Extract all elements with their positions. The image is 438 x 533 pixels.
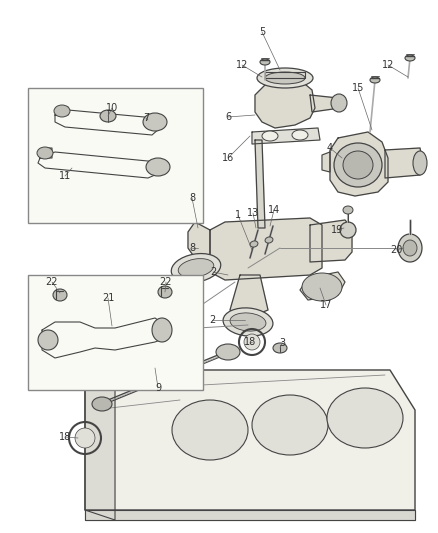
Text: 20: 20: [390, 245, 402, 255]
Text: 22: 22: [46, 277, 58, 287]
Ellipse shape: [334, 143, 382, 187]
Ellipse shape: [257, 68, 313, 88]
Ellipse shape: [92, 397, 112, 411]
Ellipse shape: [262, 131, 278, 141]
Polygon shape: [310, 95, 340, 112]
Ellipse shape: [53, 289, 67, 301]
Text: 10: 10: [106, 103, 118, 113]
Text: 11: 11: [59, 171, 71, 181]
Ellipse shape: [292, 130, 308, 140]
Polygon shape: [42, 318, 165, 358]
Ellipse shape: [229, 310, 269, 326]
Polygon shape: [188, 222, 210, 272]
Bar: [28, 275, 203, 390]
Polygon shape: [330, 132, 388, 196]
Ellipse shape: [398, 234, 422, 262]
Ellipse shape: [143, 113, 167, 131]
Text: 5: 5: [259, 27, 265, 37]
Ellipse shape: [139, 376, 151, 384]
Bar: [28, 88, 203, 223]
Text: 15: 15: [352, 83, 364, 93]
Ellipse shape: [75, 428, 95, 448]
Polygon shape: [210, 218, 322, 280]
Ellipse shape: [331, 94, 347, 112]
Polygon shape: [55, 110, 160, 135]
Text: 6: 6: [225, 112, 231, 122]
Ellipse shape: [216, 344, 240, 360]
Text: 14: 14: [268, 205, 280, 215]
Ellipse shape: [100, 110, 116, 122]
Text: 1: 1: [235, 210, 241, 220]
Ellipse shape: [403, 240, 417, 256]
Text: 17: 17: [320, 300, 332, 310]
Text: 12: 12: [382, 60, 394, 70]
Ellipse shape: [265, 237, 273, 243]
Text: 2: 2: [209, 315, 215, 325]
Ellipse shape: [413, 151, 427, 175]
Ellipse shape: [343, 206, 353, 214]
Text: 8: 8: [189, 243, 195, 253]
Text: 13: 13: [247, 208, 259, 218]
Text: 18: 18: [244, 337, 256, 347]
Polygon shape: [55, 107, 68, 115]
Polygon shape: [230, 275, 268, 318]
Text: 3: 3: [279, 338, 285, 348]
Ellipse shape: [370, 77, 380, 83]
Ellipse shape: [244, 334, 260, 350]
Polygon shape: [252, 128, 320, 144]
Ellipse shape: [171, 254, 221, 282]
Text: 8: 8: [189, 193, 195, 203]
Ellipse shape: [37, 147, 53, 159]
Text: 18: 18: [59, 432, 71, 442]
Ellipse shape: [169, 374, 181, 382]
Text: 19: 19: [331, 225, 343, 235]
Polygon shape: [85, 370, 115, 520]
Ellipse shape: [250, 241, 258, 247]
Text: 22: 22: [160, 277, 172, 287]
Polygon shape: [95, 348, 235, 408]
Ellipse shape: [230, 313, 266, 331]
Polygon shape: [38, 152, 162, 178]
Ellipse shape: [265, 72, 305, 84]
Ellipse shape: [54, 105, 70, 117]
Ellipse shape: [252, 395, 328, 455]
Ellipse shape: [405, 55, 415, 61]
Polygon shape: [85, 370, 415, 510]
Polygon shape: [385, 148, 422, 178]
Polygon shape: [40, 148, 52, 158]
Polygon shape: [300, 272, 345, 300]
Polygon shape: [265, 72, 305, 78]
Ellipse shape: [327, 388, 403, 448]
Text: 2: 2: [210, 267, 216, 277]
Ellipse shape: [172, 400, 248, 460]
Text: 7: 7: [143, 113, 149, 123]
Polygon shape: [322, 152, 330, 172]
Ellipse shape: [273, 343, 287, 353]
Polygon shape: [255, 78, 315, 128]
Ellipse shape: [343, 151, 373, 179]
Ellipse shape: [302, 273, 342, 301]
Polygon shape: [85, 510, 415, 520]
Text: 9: 9: [155, 383, 161, 393]
Ellipse shape: [340, 222, 356, 238]
Ellipse shape: [260, 59, 270, 65]
Text: 12: 12: [236, 60, 248, 70]
Ellipse shape: [178, 259, 214, 277]
Text: 21: 21: [102, 293, 114, 303]
Ellipse shape: [223, 308, 273, 336]
Text: 4: 4: [327, 143, 333, 153]
Ellipse shape: [146, 158, 170, 176]
Polygon shape: [255, 140, 265, 228]
Ellipse shape: [38, 330, 58, 350]
Ellipse shape: [158, 286, 172, 298]
Polygon shape: [310, 220, 352, 262]
Text: 16: 16: [222, 153, 234, 163]
Ellipse shape: [152, 318, 172, 342]
